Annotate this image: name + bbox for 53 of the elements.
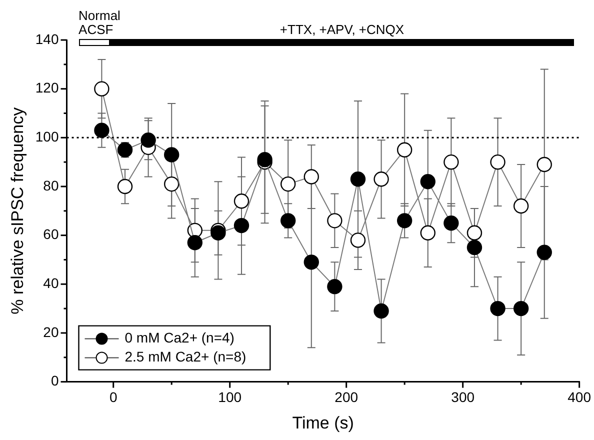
y-tick-label: 20 <box>43 324 59 340</box>
point <box>490 154 506 170</box>
x-tick-label: 100 <box>218 389 242 406</box>
point <box>536 244 552 260</box>
legend-label: 0 mM Ca2+ (n=4) <box>124 330 234 346</box>
point <box>280 176 296 192</box>
point <box>304 254 319 270</box>
point <box>164 176 180 192</box>
y-tick-label: 120 <box>35 80 59 96</box>
point <box>490 300 506 316</box>
point <box>234 218 250 234</box>
point <box>187 235 202 250</box>
point <box>420 174 436 190</box>
legend-label: 2.5 mM Ca2+ (n=8) <box>124 348 246 365</box>
point <box>374 303 389 319</box>
x-axis-title: Time (s) <box>292 413 354 432</box>
point <box>94 122 110 138</box>
point <box>327 213 342 228</box>
point <box>513 300 529 316</box>
y-tick-label: 80 <box>43 177 59 194</box>
point <box>444 216 459 231</box>
point <box>536 156 552 172</box>
point <box>117 142 133 158</box>
text: +TTX, +APV, +CNQX <box>278 22 406 37</box>
point <box>140 132 156 148</box>
x-tick-label: 0 <box>109 389 118 406</box>
point <box>164 147 180 162</box>
y-tick-label: 100 <box>35 128 59 145</box>
y-tick-label: 0 <box>50 372 59 389</box>
point <box>444 154 459 170</box>
point <box>94 81 110 96</box>
point <box>396 142 412 158</box>
point <box>234 194 250 209</box>
point <box>374 172 389 187</box>
x-tick-label: 200 <box>334 389 358 406</box>
point <box>513 198 529 214</box>
x-tick-label: 400 <box>568 389 592 406</box>
point <box>280 213 296 228</box>
y-tick-label: 40 <box>43 275 59 291</box>
point <box>304 169 319 184</box>
point <box>327 278 342 294</box>
point <box>396 213 412 228</box>
point <box>420 225 436 240</box>
text: Normal ACSF <box>78 8 122 37</box>
point <box>466 225 482 240</box>
y-axis-title: % relative sIPSC frequency <box>8 106 27 314</box>
y-tick-label: 60 <box>43 226 59 242</box>
point <box>350 232 366 248</box>
y-tick-label: 140 <box>35 30 59 47</box>
point <box>117 178 133 194</box>
point <box>466 240 482 256</box>
point <box>350 172 366 187</box>
x-tick-label: 300 <box>451 389 475 406</box>
